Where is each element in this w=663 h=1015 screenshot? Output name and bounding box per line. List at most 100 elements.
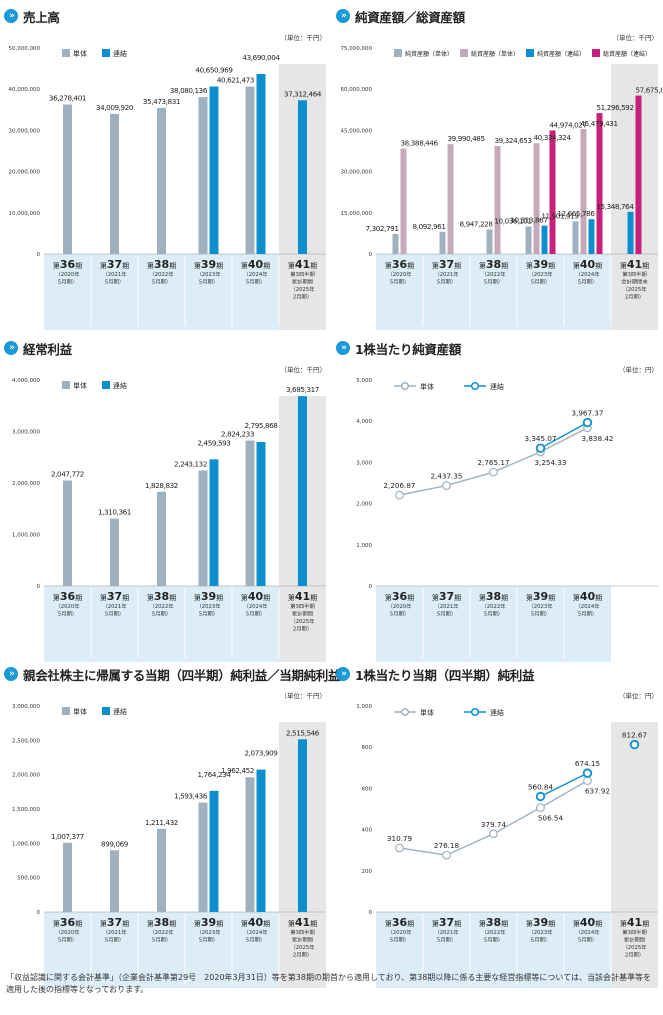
data-label: 35,473,831 [143,97,180,106]
chart-assets: （単位：千円） 純資産額（単体） 総資産額（単体） 純資産額（連結） 総資産額（連結） 0… [341,33,663,330]
y-tick-label: 4,000 [356,419,372,425]
data-label: 3,345.07 [524,434,556,443]
category-period-label: 第40期 [241,590,270,603]
bar [494,145,501,254]
data-label: 3,685,317 [286,385,319,394]
chart-title-net-income: » 親会社株主に帰属する当期（四半期）純利益／当期純利益 [4,664,341,684]
legend-swatch [394,49,402,57]
bar [209,86,219,254]
bar [110,518,119,586]
category-sub-label: 5月期） [484,937,503,944]
y-tick-label: 30,000,000 [341,170,373,176]
category-sub-label: 累計期間 [292,610,313,618]
data-label: 2,437.35 [430,472,462,481]
category-period-label: 第36期 [385,916,414,929]
category-sub-label: （2021年 [434,270,459,278]
data-label: 39,324,653 [495,136,532,145]
y-tick-label: 75,000,000 [341,46,373,52]
footnote: 「収益認識に関する会計基準」（企業会計基準第29号 2020年3月31日）等を第… [6,973,651,994]
category-sub-label: 5月期） [246,611,265,618]
category-period-label: 第38期 [147,590,176,603]
category-sub-label: 5月期） [152,937,171,944]
data-label: 10,036,101 [494,216,531,225]
data-label: 45,479,431 [581,119,618,128]
data-label: 2,243,132 [174,459,207,468]
double-chevron-icon: » [4,341,18,355]
y-tick-label: 5,000 [356,378,372,384]
y-tick-label: 45,000,000 [341,128,373,134]
bar [256,442,266,586]
data-label: 43,690,004 [242,53,280,62]
category-sub-label: （2020年 [55,602,80,610]
category-sub-label: （2021年 [102,270,127,278]
category-sub-label: 5月期） [58,937,77,944]
data-label: 2,206.87 [383,481,415,490]
legend-swatch [592,49,600,57]
category-period-label: 第39期 [194,590,223,603]
category-period-label: 第39期 [526,916,555,929]
data-label: 1,962,452 [221,766,254,775]
data-label: 2,073,909 [245,749,279,758]
data-point [535,791,546,802]
data-label: 57,675,880 [636,86,663,95]
category-sub-label: 5月期） [578,937,597,944]
legend-swatch [62,707,70,715]
legend-label: 単体 [420,708,434,717]
data-label: 2,824,233 [221,430,254,439]
chart-title-sales: » 売上高 [4,6,60,26]
category-sub-label: （2024年 [243,602,268,610]
bar [298,739,307,912]
category-sub-label: （2025年 [622,943,647,951]
unit-label: （単位：円） [619,691,658,700]
category-sub-label: （2020年 [387,602,412,610]
unit-label: （単位：千円） [613,33,659,42]
chart-title-eps: » 1株当たり当期（四半期）純利益 [336,664,535,684]
category-sub-label: （2024年 [575,602,600,610]
data-label: 12,665,786 [557,209,595,218]
series-line [540,421,588,449]
series-line [540,772,588,798]
category-sub-label: 5月期） [105,611,124,618]
chart-panel-bps: » 1株当たり純資産額 （単位：円） 単体 連結 0 1,000 2,000 3,000 4,… [336,338,662,668]
data-point [395,843,404,853]
legend-label: 純資産額（連結） [537,50,585,58]
chart-bps: （単位：円） 単体 連結 0 1,000 2,000 3,000 4,000 5,000 第36期… [356,365,658,662]
data-label: 1,007,377 [51,832,84,841]
y-tick-label: 0 [37,252,41,258]
category-sub-label: 会計期間末 [621,278,648,286]
category-sub-label: 5月期） [58,279,77,286]
category-sub-label: 第3四半期 [290,928,315,936]
legend-label: 単体 [73,49,87,58]
category-sub-label: 5月期） [152,611,171,618]
forecast-column-bg [611,64,658,330]
data-label: 1,764,234 [198,770,232,779]
category-sub-label: （2021年 [102,602,127,610]
category-period-label: 第37期 [432,258,461,271]
double-chevron-icon: » [4,9,18,23]
legend-label: 連結 [113,49,127,58]
bar [596,113,603,254]
category-sub-label: 2月期） [293,952,312,959]
legend-label: 連結 [113,381,127,390]
y-tick-label: 0 [37,584,41,590]
category-sub-label: 5月期） [437,937,456,944]
data-point [395,490,404,500]
bar [245,777,255,912]
category-sub-label: （2024年 [575,270,600,278]
bar [209,459,219,586]
y-tick-label: 0 [37,910,41,916]
y-tick-label: 2,000,000 [12,481,40,487]
data-label: 899,069 [101,839,129,848]
category-sub-label: （2024年 [575,928,600,936]
category-sub-label: （2021年 [434,602,459,610]
category-sub-label: 5月期） [246,279,265,286]
category-sub-label: 5月期） [578,279,597,286]
y-tick-label: 200 [362,869,373,875]
category-period-label: 第38期 [479,590,508,603]
chart-title-ordinary-text: 経常利益 [23,341,72,357]
bar [157,107,166,255]
bar [63,104,72,254]
data-label: 11,901,919 [541,211,579,220]
data-point [582,768,593,778]
category-period-label: 第36期 [53,258,82,271]
